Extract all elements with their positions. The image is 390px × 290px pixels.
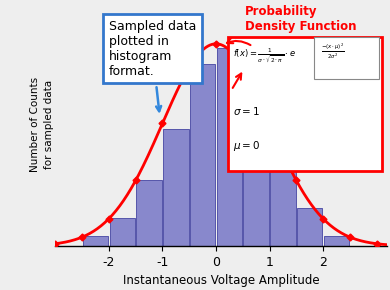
- Bar: [243, 89, 269, 246]
- Text: Sampled data
plotted in
histogram
format.: Sampled data plotted in histogram format…: [108, 20, 196, 111]
- Bar: [297, 208, 323, 246]
- Bar: [83, 236, 108, 246]
- Bar: [270, 150, 296, 246]
- Text: Probability
Density Function: Probability Density Function: [245, 5, 356, 33]
- FancyBboxPatch shape: [314, 37, 379, 79]
- Bar: [110, 218, 135, 246]
- FancyBboxPatch shape: [228, 37, 382, 171]
- Bar: [324, 236, 349, 246]
- X-axis label: Instantaneous Voltage Amplitude: Instantaneous Voltage Amplitude: [123, 274, 320, 287]
- Bar: [163, 129, 189, 246]
- Text: $f(x) = \frac{1}{\sigma \cdot \sqrt{2 \cdot \pi}} \cdot e$: $f(x) = \frac{1}{\sigma \cdot \sqrt{2 \c…: [233, 47, 296, 66]
- Y-axis label: Number of Counts
for sampled data: Number of Counts for sampled data: [30, 77, 54, 172]
- Text: $\mu= 0$: $\mu= 0$: [233, 139, 260, 153]
- Bar: [190, 64, 215, 246]
- Bar: [136, 180, 162, 246]
- Text: $\frac{-(x \cdot \mu)^2}{2\sigma^2}$: $\frac{-(x \cdot \mu)^2}{2\sigma^2}$: [321, 42, 344, 61]
- Text: $\sigma= 1$: $\sigma= 1$: [233, 105, 260, 117]
- Bar: [216, 48, 242, 246]
